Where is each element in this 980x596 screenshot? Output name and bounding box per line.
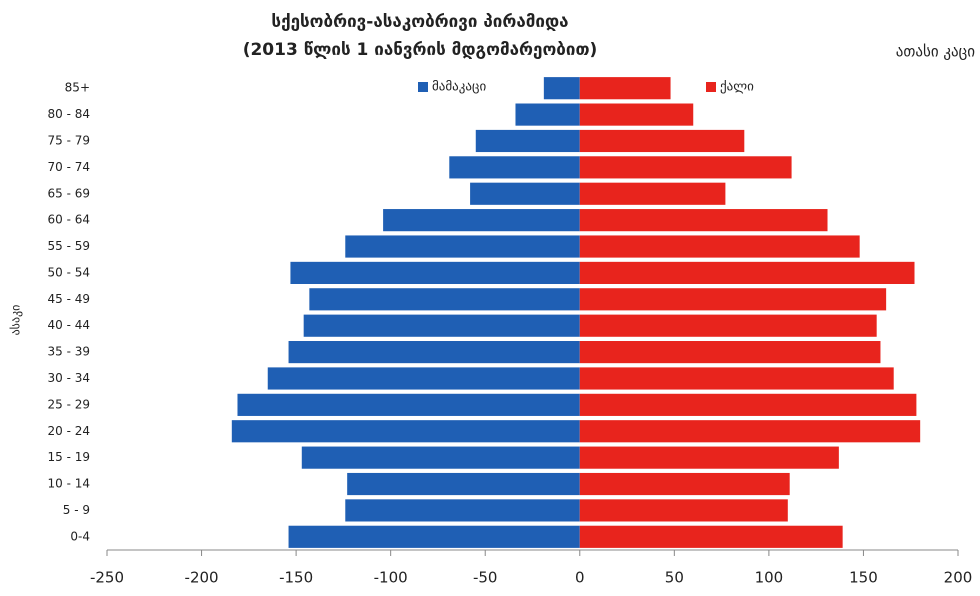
bar bbox=[290, 261, 580, 284]
x-tick-label: 200 bbox=[944, 569, 973, 587]
x-tick-label: -250 bbox=[90, 569, 124, 587]
y-tick-label: 15 - 19 bbox=[48, 450, 91, 464]
x-tick-label: -100 bbox=[374, 569, 408, 587]
bar bbox=[288, 525, 580, 548]
bar bbox=[579, 367, 894, 390]
y-axis-label: ასაკი bbox=[9, 305, 23, 336]
bar bbox=[303, 314, 580, 337]
bar bbox=[543, 77, 580, 100]
bar bbox=[309, 288, 580, 311]
x-tick-label: -150 bbox=[279, 569, 313, 587]
y-tick-label: 80 - 84 bbox=[48, 107, 91, 121]
y-tick-label: 5 - 9 bbox=[63, 503, 90, 517]
y-tick-label: 50 - 54 bbox=[48, 265, 91, 279]
legend-swatch bbox=[418, 82, 428, 92]
bar bbox=[579, 288, 887, 311]
bar bbox=[579, 182, 726, 205]
chart-subtitle: (2013 წლის 1 იანვრის მდგომარეობით) bbox=[243, 40, 598, 60]
y-tick-label: 55 - 59 bbox=[48, 239, 91, 253]
bar bbox=[470, 182, 580, 205]
bar bbox=[579, 235, 860, 258]
bar bbox=[301, 446, 580, 469]
bar bbox=[345, 235, 580, 258]
bar bbox=[579, 261, 915, 284]
y-tick-label: 25 - 29 bbox=[48, 397, 91, 411]
bar bbox=[579, 472, 790, 496]
bar bbox=[475, 129, 580, 153]
bar bbox=[345, 499, 580, 522]
bar bbox=[267, 367, 580, 390]
y-tick-label: 0-4 bbox=[70, 529, 90, 543]
bar bbox=[231, 420, 580, 443]
bar bbox=[347, 472, 580, 496]
y-tick-label: 30 - 34 bbox=[48, 371, 91, 385]
bar bbox=[383, 209, 580, 232]
y-tick-label: 60 - 64 bbox=[48, 213, 91, 227]
x-tick-label: 100 bbox=[755, 569, 784, 587]
bar bbox=[579, 525, 843, 548]
legend-label: მამაკაცი bbox=[432, 80, 486, 95]
legend-label: ქალი bbox=[720, 80, 754, 95]
bar bbox=[579, 341, 881, 364]
y-tick-label: 20 - 24 bbox=[48, 424, 91, 438]
chart-title: სქესობრივ-ასაკობრივი პირამიდა bbox=[271, 12, 568, 32]
bar bbox=[579, 156, 792, 179]
bar bbox=[579, 393, 917, 416]
x-tick-label: 0 bbox=[575, 569, 585, 587]
bar bbox=[579, 129, 745, 153]
y-tick-label: 75 - 79 bbox=[48, 133, 91, 147]
bar bbox=[579, 499, 788, 522]
y-tick-label: 35 - 39 bbox=[48, 345, 91, 359]
unit-label: ათასი კაცი bbox=[896, 43, 975, 61]
bar bbox=[449, 156, 580, 179]
x-tick-label: -50 bbox=[473, 569, 498, 587]
y-tick-label: 70 - 74 bbox=[48, 160, 91, 174]
y-tick-label: 45 - 49 bbox=[48, 292, 91, 306]
y-tick-label: 65 - 69 bbox=[48, 186, 91, 200]
legend-swatch bbox=[706, 82, 716, 92]
bar bbox=[579, 446, 839, 469]
bar bbox=[579, 314, 877, 337]
bar bbox=[237, 393, 580, 416]
x-tick-label: -200 bbox=[185, 569, 219, 587]
y-tick-label: 40 - 44 bbox=[48, 318, 91, 332]
bar bbox=[288, 341, 580, 364]
y-tick-label: 85+ bbox=[65, 81, 90, 95]
bar bbox=[579, 209, 828, 232]
x-tick-label: 150 bbox=[849, 569, 878, 587]
bar bbox=[579, 103, 694, 126]
bar bbox=[579, 77, 671, 100]
x-tick-label: 50 bbox=[665, 569, 684, 587]
bar bbox=[579, 420, 921, 443]
bar bbox=[515, 103, 580, 126]
y-tick-label: 10 - 14 bbox=[48, 477, 91, 491]
